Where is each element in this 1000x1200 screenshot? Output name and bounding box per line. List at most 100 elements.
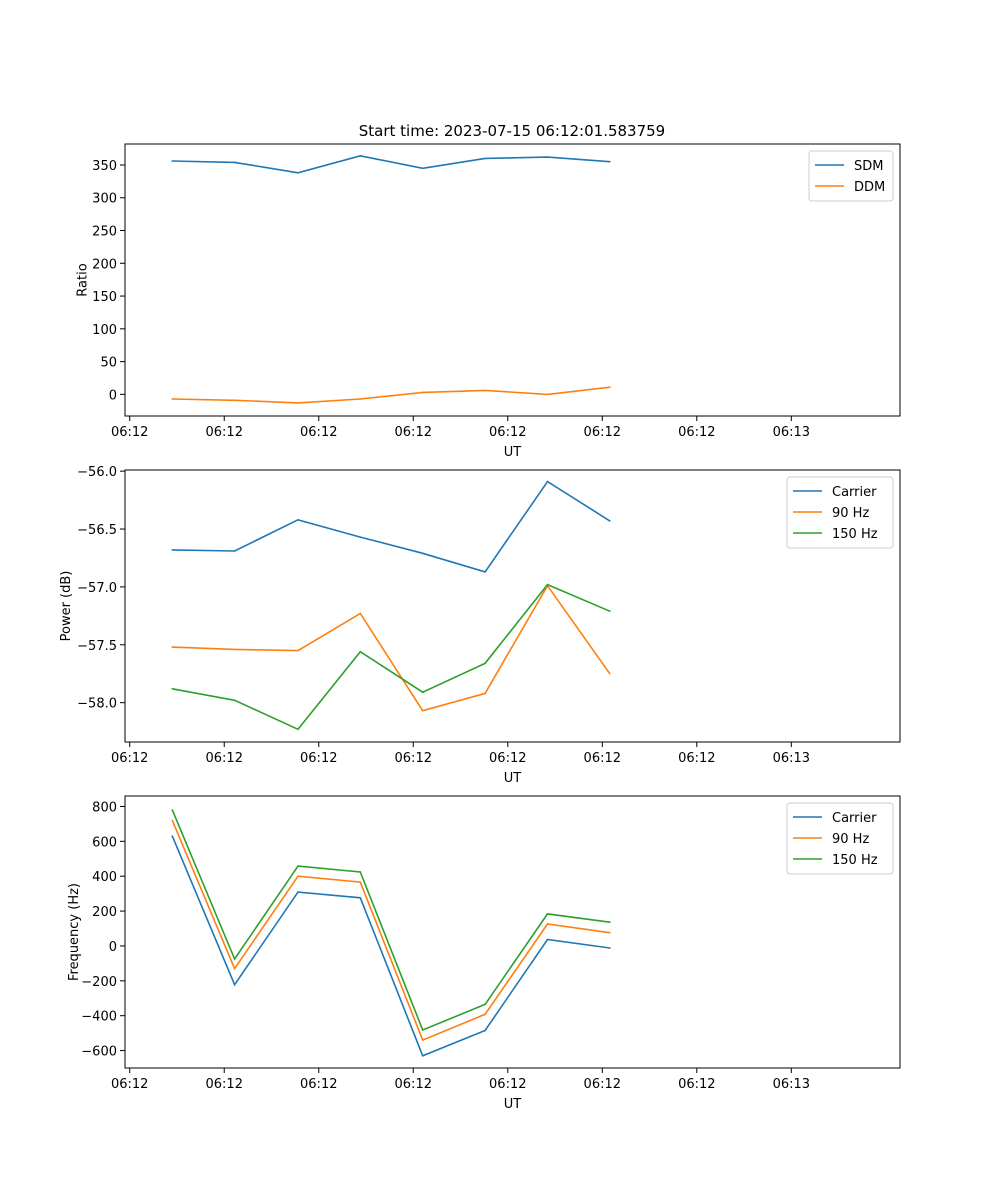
frequency-legend-label-150-hz: 150 Hz bbox=[832, 853, 878, 868]
power-y-tick-label: −58.0 bbox=[77, 697, 117, 712]
ratio-series-ddm-point bbox=[359, 398, 362, 400]
frequency-series-90-hz-point bbox=[484, 1013, 486, 1016]
power-series-150-hz-point bbox=[297, 728, 299, 731]
frequency-legend-label-90-hz: 90 Hz bbox=[832, 832, 869, 847]
ratio-x-tick-label: 06:12 bbox=[111, 425, 148, 440]
frequency-y-tick-label: 800 bbox=[92, 800, 117, 815]
frequency-series-90-hz-point bbox=[421, 1039, 424, 1041]
power-axes-frame bbox=[124, 469, 901, 743]
power-y-tick-label: −56.0 bbox=[77, 465, 117, 480]
frequency-x-tick-label: 06:12 bbox=[678, 1077, 715, 1092]
ratio-x-tick-label: 06:12 bbox=[489, 425, 526, 440]
frequency-legend bbox=[786, 802, 894, 875]
frequency-axes-frame bbox=[124, 795, 901, 1069]
figure-title: Start time: 2023-07-15 06:12:01.583759 bbox=[359, 122, 665, 140]
frequency-series-150-hz-line bbox=[171, 809, 610, 1032]
frequency-x-tick-label: 06:12 bbox=[395, 1077, 432, 1092]
ratio-series-sdm-point bbox=[484, 157, 486, 160]
frequency-series-150-hz-point bbox=[421, 1029, 424, 1031]
power-series-carrier-point bbox=[421, 552, 424, 555]
ratio-series-ddm-point bbox=[171, 398, 174, 400]
frequency-series-150-hz-point bbox=[359, 871, 362, 873]
ratio-x-axis-label: UT bbox=[504, 445, 522, 460]
ratio-y-axis-label: Ratio bbox=[75, 263, 90, 296]
frequency-y-tick-label: −600 bbox=[81, 1045, 117, 1060]
power-series-90-hz-point bbox=[359, 612, 362, 615]
power-series-carrier-point bbox=[546, 480, 549, 483]
power-y-axis-label: Power (dB) bbox=[59, 571, 74, 642]
power-series-90-hz-line bbox=[172, 584, 611, 712]
ratio-x-tick-label: 06:12 bbox=[300, 425, 337, 440]
frequency-series-150-hz-point bbox=[546, 913, 549, 915]
power-legend-label-150-hz: 150 Hz bbox=[832, 527, 878, 542]
frequency-legend-label-carrier: Carrier bbox=[832, 811, 877, 826]
power-series-150-hz-point bbox=[421, 691, 424, 694]
power-series-90-hz-point bbox=[609, 672, 611, 675]
ratio-x-tick-label: 06:12 bbox=[206, 425, 243, 440]
power-x-tick-label: 06:12 bbox=[489, 751, 526, 766]
power-series-150-hz-line bbox=[172, 583, 611, 731]
power-series-90-hz-point bbox=[171, 646, 174, 648]
ratio-x-tick-label: 06:12 bbox=[678, 425, 715, 440]
power-series-carrier-point bbox=[359, 536, 362, 538]
ratio-axes-frame bbox=[124, 143, 901, 417]
power-x-tick-label: 06:12 bbox=[300, 751, 337, 766]
frequency-x-tick-label: 06:12 bbox=[489, 1077, 526, 1092]
power-panel: 06:12 06:12 06:12 06:12 06:12 06:12 06:12 06:13… bbox=[59, 465, 901, 786]
ratio-legend-label-sdm: SDM bbox=[854, 159, 883, 174]
frequency-y-tick-label: −400 bbox=[81, 1010, 117, 1025]
ratio-y-tick-label: 50 bbox=[100, 356, 117, 371]
ratio-series-ddm-point bbox=[233, 399, 236, 402]
power-x-tick-label: 06:13 bbox=[773, 751, 810, 766]
ratio-y-tick-label: 200 bbox=[92, 257, 117, 272]
ratio-series-ddm-point bbox=[297, 402, 299, 404]
power-series-150-hz-point bbox=[484, 662, 486, 665]
frequency-series-carrier-point bbox=[546, 938, 549, 941]
power-series-carrier-point bbox=[609, 520, 611, 522]
power-x-axis-label: UT bbox=[504, 771, 522, 786]
frequency-series-90-hz-point bbox=[297, 875, 299, 878]
power-series-carrier-point bbox=[484, 571, 486, 573]
frequency-series-carrier-point bbox=[297, 891, 299, 893]
frequency-x-tick-label: 06:13 bbox=[773, 1077, 810, 1092]
ratio-panel: 06:12 06:12 06:12 06:12 06:12 06:12 06:12 06:13… bbox=[75, 143, 901, 460]
frequency-series-150-hz-point bbox=[171, 809, 174, 811]
power-series-150-hz-point bbox=[609, 610, 611, 613]
frequency-x-tick-label: 06:12 bbox=[206, 1077, 243, 1092]
ratio-series-ddm-point bbox=[484, 389, 486, 392]
frequency-series-150-hz-point bbox=[484, 1003, 486, 1006]
frequency-y-axis-label: Frequency (Hz) bbox=[67, 883, 82, 981]
frequency-x-tick-label: 06:12 bbox=[584, 1077, 621, 1092]
ratio-y-tick-label: 100 bbox=[92, 323, 117, 338]
ratio-series-sdm-point bbox=[359, 154, 362, 157]
power-legend bbox=[786, 476, 894, 549]
power-series-150-hz-point bbox=[233, 699, 236, 702]
frequency-series-carrier-point bbox=[421, 1054, 424, 1057]
frequency-x-axis-label: UT bbox=[504, 1097, 522, 1112]
power-series-150-hz-point bbox=[359, 650, 362, 653]
power-y-tick-label: −57.0 bbox=[77, 581, 117, 596]
frequency-series-90-hz-line bbox=[171, 820, 610, 1042]
ratio-series-sdm-point bbox=[297, 172, 299, 174]
ratio-y-tick-label: 350 bbox=[92, 159, 117, 174]
power-series-carrier-line bbox=[172, 480, 611, 573]
frequency-series-carrier-point bbox=[484, 1029, 486, 1032]
ratio-series-sdm-point bbox=[233, 161, 236, 164]
frequency-series-90-hz-point bbox=[233, 967, 236, 970]
ratio-series-ddm-point bbox=[421, 391, 424, 394]
power-series-90-hz-point bbox=[421, 709, 424, 712]
ratio-legend bbox=[808, 150, 894, 202]
frequency-x-tick-label: 06:12 bbox=[111, 1077, 148, 1092]
power-series-90-hz-point bbox=[233, 648, 236, 651]
ratio-y-tick-label: 150 bbox=[92, 290, 117, 305]
power-legend-label-carrier: Carrier bbox=[832, 485, 877, 500]
ratio-x-tick-label: 06:13 bbox=[773, 425, 810, 440]
frequency-x-tick-label: 06:12 bbox=[300, 1077, 337, 1092]
ratio-legend-label-ddm: DDM bbox=[854, 180, 885, 195]
ratio-y-tick-label: 250 bbox=[92, 225, 117, 240]
frequency-series-90-hz-point bbox=[171, 819, 174, 822]
frequency-series-150-hz-point bbox=[233, 958, 236, 960]
ratio-series-sdm-point bbox=[546, 156, 549, 158]
frequency-series-carrier-point bbox=[233, 983, 236, 986]
frequency-panel: 06:12 06:12 06:12 06:12 06:12 06:12 06:12 06:13… bbox=[67, 795, 901, 1112]
